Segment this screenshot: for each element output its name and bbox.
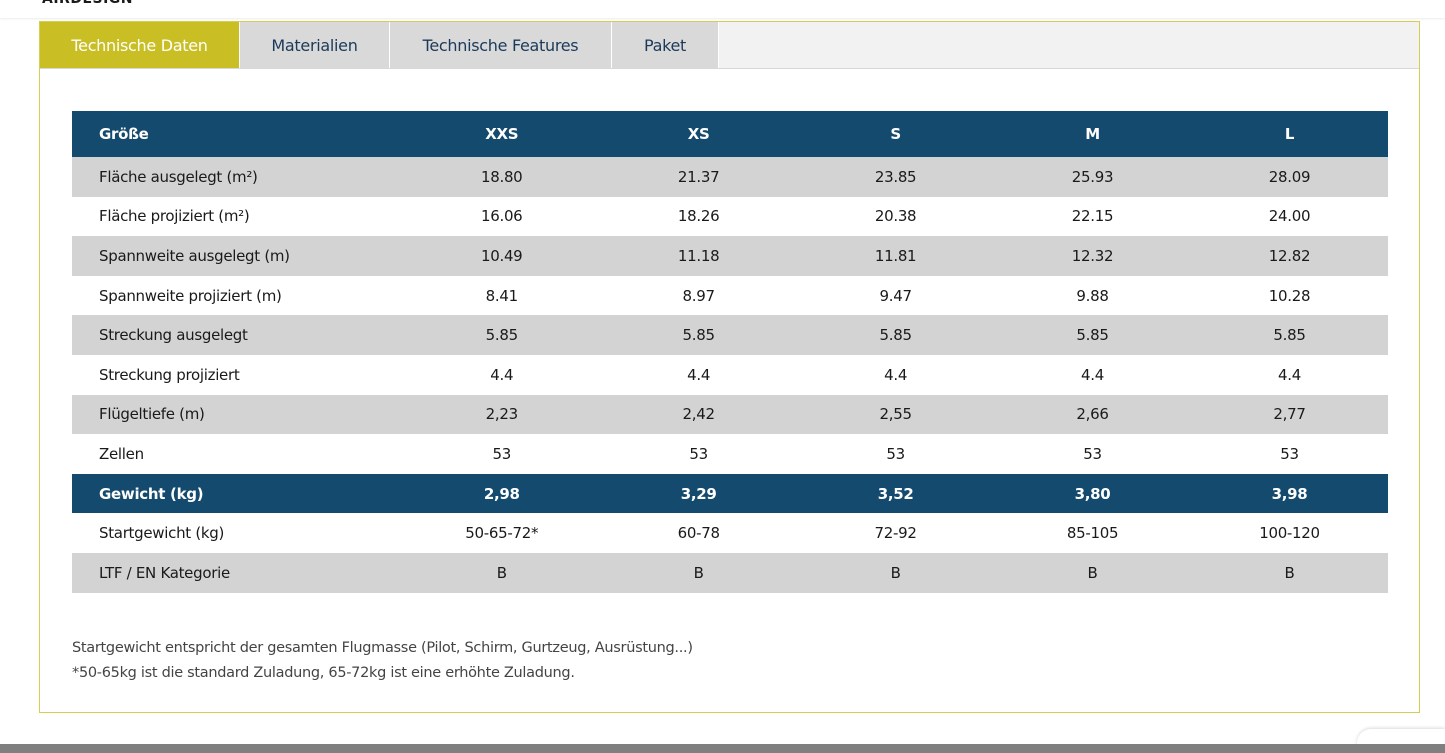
tab-bar: Technische Daten Materialien Technische … bbox=[40, 22, 1419, 69]
table-cell: 12.32 bbox=[1071, 246, 1114, 265]
table-cell: 21.37 bbox=[677, 167, 720, 186]
spec-table: Größe XXS XS S M L Fläche ausgelegt (m²)… bbox=[72, 111, 1388, 593]
row-label: Fläche projiziert (m²) bbox=[99, 207, 250, 226]
table-cell: 20.38 bbox=[874, 207, 917, 226]
table-row: Zellen 53 53 53 53 53 bbox=[72, 434, 1388, 474]
table-cell: 5.85 bbox=[485, 326, 519, 345]
row-label: Startgewicht (kg) bbox=[99, 524, 225, 543]
row-label: Spannweite projiziert (m) bbox=[99, 286, 282, 305]
table-cell: 28.09 bbox=[1268, 167, 1311, 186]
tab-panel: Technische Daten Materialien Technische … bbox=[39, 21, 1420, 713]
table-cell: 53 bbox=[492, 444, 511, 463]
table-cell: 18.80 bbox=[480, 167, 523, 186]
table-cell: 53 bbox=[886, 444, 905, 463]
row-label: Fläche ausgelegt (m²) bbox=[99, 167, 258, 186]
table-cell: 18.26 bbox=[677, 207, 720, 226]
row-label: Zellen bbox=[99, 444, 144, 463]
table-row: Startgewicht (kg) 50-65-72* 60-78 72-92 … bbox=[72, 513, 1388, 553]
table-cell: 22.15 bbox=[1071, 207, 1114, 226]
table-cell: 4.4 bbox=[687, 365, 711, 384]
tab-technische-features[interactable]: Technische Features bbox=[390, 22, 612, 68]
table-cell: 25.93 bbox=[1071, 167, 1114, 186]
table-row: Flügeltiefe (m) 2,23 2,42 2,55 2,66 2,77 bbox=[72, 394, 1388, 435]
row-label: LTF / EN Kategorie bbox=[99, 563, 230, 582]
row-label: Spannweite ausgelegt (m) bbox=[99, 246, 290, 265]
table-cell: 85-105 bbox=[1066, 524, 1119, 543]
table-cell: 4.4 bbox=[490, 365, 514, 384]
tab-materialien[interactable]: Materialien bbox=[240, 22, 390, 68]
table-cell: 3,52 bbox=[877, 484, 914, 503]
header-cell: Größe bbox=[99, 125, 149, 143]
table-cell: 2,66 bbox=[1076, 405, 1109, 424]
table-row: Streckung ausgelegt 5.85 5.85 5.85 5.85 … bbox=[72, 315, 1388, 355]
table-cell: 16.06 bbox=[480, 207, 523, 226]
header-cell: M bbox=[1085, 125, 1100, 143]
header-cell: XXS bbox=[485, 125, 519, 143]
table-cell: 53 bbox=[1083, 444, 1102, 463]
table-cell: B bbox=[1087, 563, 1098, 582]
table-cell: B bbox=[693, 563, 704, 582]
table-cell: 11.18 bbox=[677, 246, 720, 265]
table-cell: 12.82 bbox=[1268, 246, 1311, 265]
table-header-row: Größe XXS XS S M L bbox=[72, 111, 1388, 157]
table-cell: 2,77 bbox=[1273, 405, 1306, 424]
tab-paket[interactable]: Paket bbox=[612, 22, 719, 68]
table-cell: 50-65-72* bbox=[465, 524, 539, 543]
row-label: Streckung ausgelegt bbox=[99, 326, 248, 345]
table-cell: 53 bbox=[1280, 444, 1299, 463]
top-bar: AIRDESIGN bbox=[0, 0, 1445, 18]
row-label: Streckung projiziert bbox=[99, 365, 240, 384]
table-row: LTF / EN Kategorie B B B B B bbox=[72, 552, 1388, 593]
footnote-line: *50-65kg ist die standard Zuladung, 65-7… bbox=[72, 665, 575, 681]
header-cell: S bbox=[890, 125, 901, 143]
tab-technische-daten[interactable]: Technische Daten bbox=[40, 22, 240, 68]
table-cell: 2,42 bbox=[682, 405, 716, 424]
table-cell: B bbox=[496, 563, 507, 582]
table-cell: 3,29 bbox=[680, 484, 717, 503]
table-cell: B bbox=[890, 563, 901, 582]
table-cell: 23.85 bbox=[874, 167, 917, 186]
table-cell: 9.47 bbox=[879, 286, 912, 305]
table-cell: 3,80 bbox=[1074, 484, 1111, 503]
table-row: Fläche ausgelegt (m²) 18.80 21.37 23.85 … bbox=[72, 157, 1388, 197]
table-cell: 2,55 bbox=[879, 405, 912, 424]
table-cell: 8.97 bbox=[682, 286, 716, 305]
header-cell: XS bbox=[687, 125, 710, 143]
table-row: Spannweite ausgelegt (m) 10.49 11.18 11.… bbox=[72, 236, 1388, 276]
table-cell: 3,98 bbox=[1271, 484, 1308, 503]
table-cell: 5.85 bbox=[1273, 326, 1306, 345]
footnote-line: Startgewicht entspricht der gesamten Flu… bbox=[72, 640, 693, 656]
table-cell: 10.49 bbox=[480, 246, 523, 265]
footnotes: Startgewicht entspricht der gesamten Flu… bbox=[72, 636, 693, 686]
table-cell: 9.88 bbox=[1076, 286, 1109, 305]
table-cell: 10.28 bbox=[1268, 286, 1311, 305]
table-cell: 4.4 bbox=[1278, 365, 1301, 384]
table-cell: 4.4 bbox=[1081, 365, 1105, 384]
table-cell: 5.85 bbox=[879, 326, 912, 345]
table-cell: B bbox=[1284, 563, 1295, 582]
brand-logo: AIRDESIGN bbox=[42, 0, 133, 7]
header-cell: L bbox=[1284, 125, 1295, 143]
bottom-bar bbox=[0, 744, 1445, 753]
table-cell: 24.00 bbox=[1268, 207, 1311, 226]
table-row: Streckung projiziert 4.4 4.4 4.4 4.4 4.4 bbox=[72, 354, 1388, 395]
table-row: Spannweite projiziert (m) 8.41 8.97 9.47… bbox=[72, 275, 1388, 316]
row-label: Flügeltiefe (m) bbox=[99, 405, 205, 424]
table-row: Fläche projiziert (m²) 16.06 18.26 20.38… bbox=[72, 196, 1388, 237]
table-cell: 2,23 bbox=[485, 405, 519, 424]
table-cell: 5.85 bbox=[1076, 326, 1109, 345]
table-cell: 8.41 bbox=[485, 286, 519, 305]
table-cell: 60-78 bbox=[677, 524, 720, 543]
table-cell: 53 bbox=[689, 444, 708, 463]
row-label: Gewicht (kg) bbox=[99, 484, 204, 503]
table-cell: 100-120 bbox=[1259, 524, 1320, 543]
table-cell: 11.81 bbox=[874, 246, 917, 265]
table-cell: 72-92 bbox=[874, 524, 917, 543]
table-cell: 2,98 bbox=[483, 484, 520, 503]
table-cell: 4.4 bbox=[884, 365, 908, 384]
table-row-highlight: Gewicht (kg) 2,98 3,29 3,52 3,80 3,98 bbox=[72, 473, 1388, 514]
table-cell: 5.85 bbox=[682, 326, 716, 345]
